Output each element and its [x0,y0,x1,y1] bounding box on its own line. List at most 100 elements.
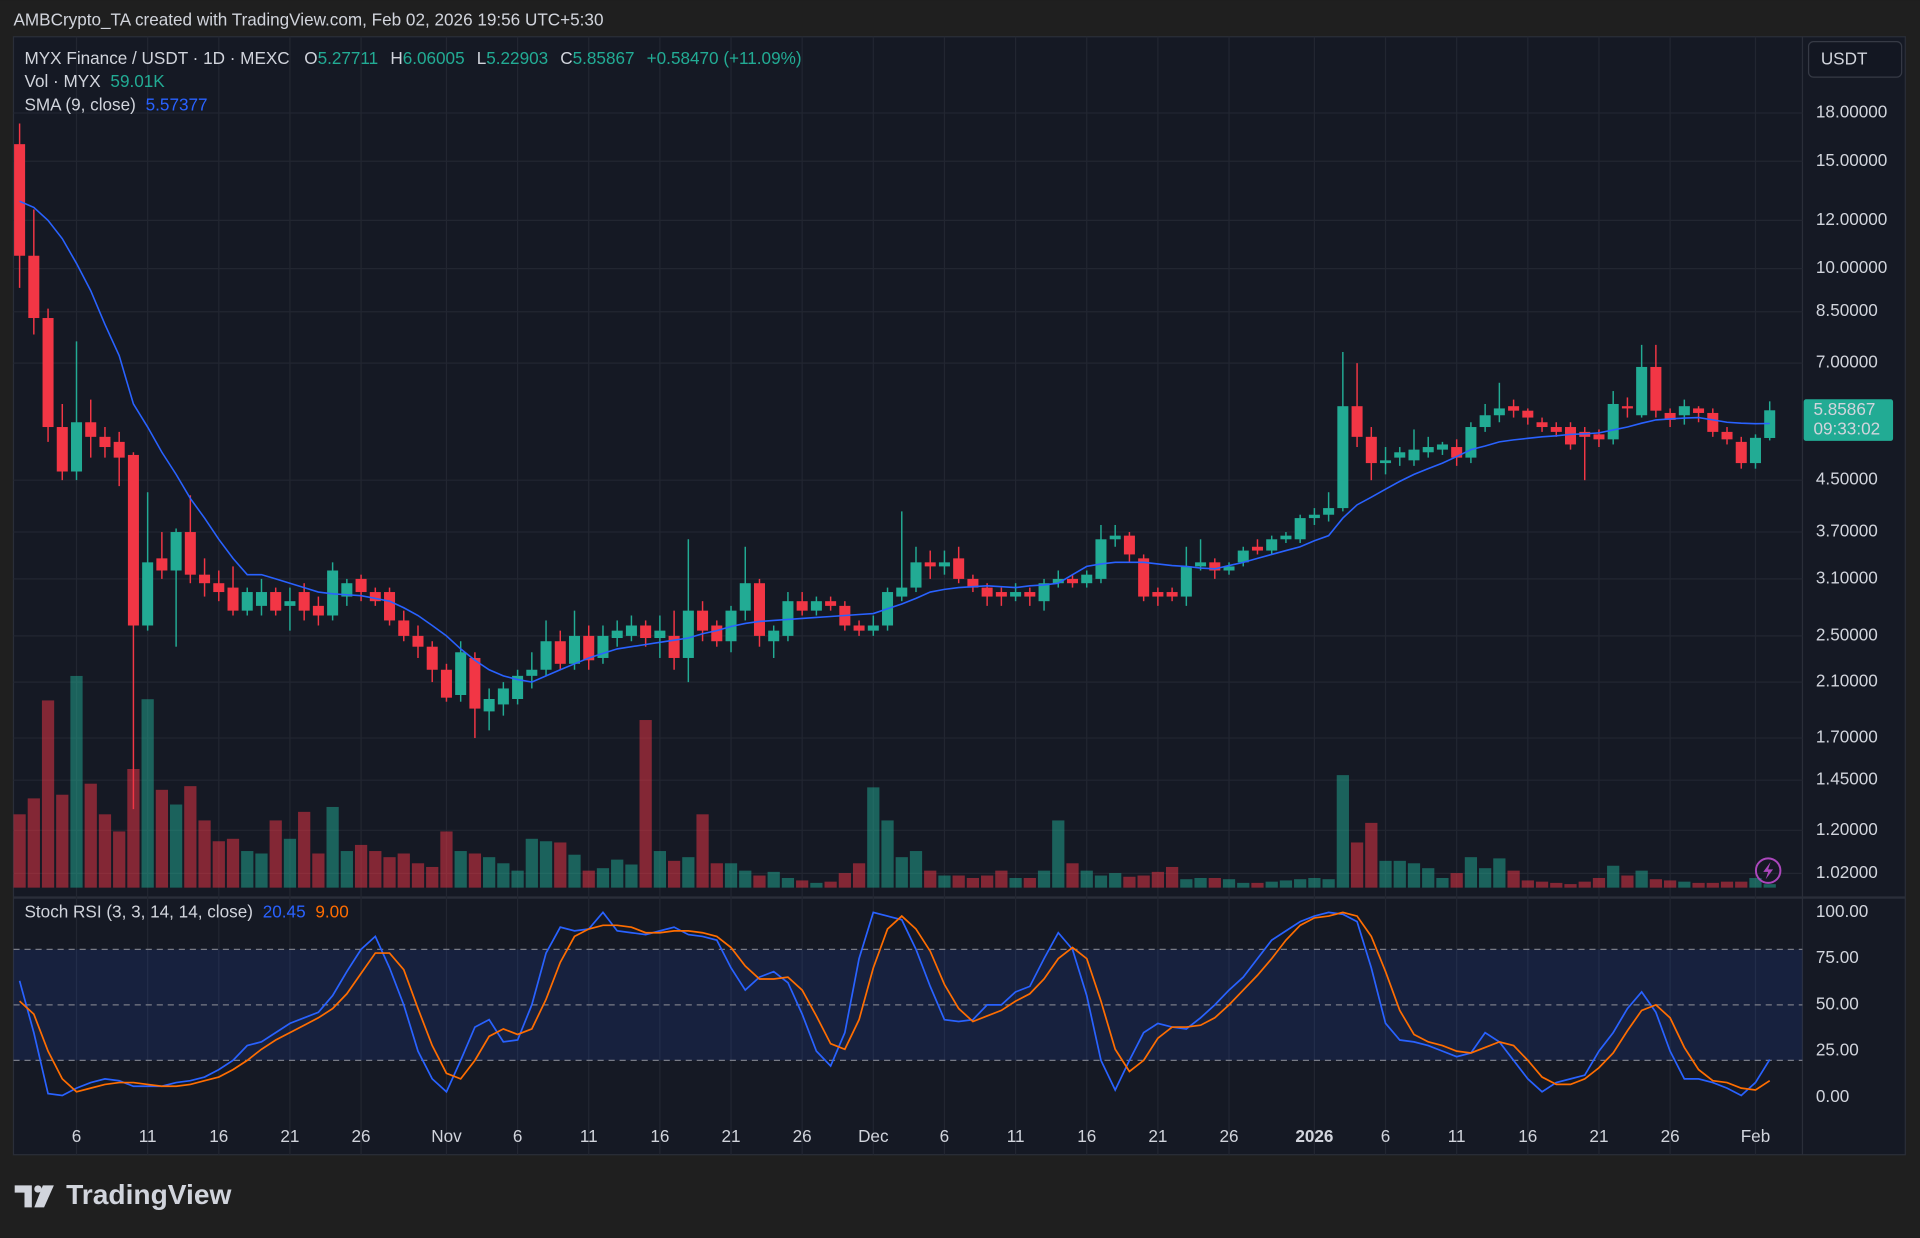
x-tick-label: 26 [352,1126,371,1146]
candle-body [255,592,267,606]
candle-body [1408,449,1420,461]
volume-bar [554,842,567,888]
ohlc-value: 5.27711 [318,47,379,67]
alert-circle[interactable] [1754,857,1782,884]
volume-bar [141,699,154,888]
candle-body [341,583,353,597]
price-tag-value: 5.85867 [1813,399,1875,419]
stoch-name: Stoch RSI (3, 3, 14, 14, close) [24,901,252,921]
candle-body [597,635,609,658]
volume-bar [198,820,211,888]
volume-bar [127,769,140,888]
candle-body [170,532,182,571]
currency-box[interactable] [1807,41,1903,78]
volume-bar [169,804,183,888]
y-tick-label: 3.70000 [1816,521,1878,541]
candle-body [227,587,239,611]
candle-body [1024,592,1036,597]
volume-bar [326,806,339,888]
candle-body [697,610,709,631]
candle-body [1593,434,1605,440]
volume-bar [155,789,168,888]
candle-body [455,652,467,695]
candle-body [711,625,723,642]
alert-bolt[interactable] [1763,862,1774,880]
volume-bar [340,851,353,888]
volume-bar [312,853,325,888]
volume-bar [497,863,510,888]
candle-body [199,574,211,584]
volume-bar [952,875,965,888]
candle-body [497,688,509,705]
candle-body [99,436,111,448]
candle-body [483,699,495,712]
volume-bar [1749,877,1762,888]
stoch-k-value: 20.45 [263,901,306,921]
volume-bar [27,798,40,888]
volume-bar [1251,882,1264,888]
stoch-d-value: 9.00 [315,901,348,921]
candle-body [1138,558,1150,597]
candle-body [1422,447,1434,453]
candle-body [924,562,936,567]
volume-bar [1222,879,1236,888]
y-tick-label: 4.50000 [1816,469,1878,489]
candle-body [768,630,780,642]
candle-body [1493,408,1505,416]
candle-body [1166,592,1178,597]
volume-bar [483,857,496,888]
candle-body [1707,412,1719,432]
volume-bar [426,866,439,888]
x-tick-label: 26 [1219,1126,1238,1146]
volume-bar [767,871,780,888]
candle-body [284,601,296,606]
volume-bar [1578,881,1591,888]
volume-bar [1379,860,1392,888]
candle-body [1337,406,1349,509]
volume-bar [981,875,994,888]
candle-body [853,625,865,631]
candle-body [127,454,139,626]
volume-bar [1493,858,1506,888]
volume-bar [696,814,709,888]
candle-body [1365,436,1377,464]
ohlc-key: L [477,47,487,67]
volume-bar [1037,870,1051,888]
candle-body [896,587,908,597]
currency-button[interactable]: USDT [1807,41,1903,78]
volume-bar [269,820,282,888]
x-tick-label: 6 [72,1126,82,1146]
volume-bar [1521,880,1534,888]
volume-bar [1336,775,1349,888]
y-tick-label: 2.50000 [1816,624,1878,644]
ohlc-key: C [560,47,572,67]
sma-legend: SMA (9, close) 5.57377 [24,94,207,114]
sma-value: 5.57377 [146,94,208,114]
candle-body [1564,427,1577,445]
candle-body [355,578,367,593]
candle-body [668,635,680,658]
candle-body [512,675,524,700]
volume-bar [98,814,112,888]
candle-body [1010,592,1022,597]
alert-icon[interactable] [1754,857,1782,884]
volume-bar [1265,881,1278,888]
candle-body [398,620,410,636]
candle-body [540,641,552,670]
volume-bar [1621,875,1634,888]
candle-body [85,422,97,437]
candle-body [1550,427,1562,432]
candle-body [654,630,666,639]
stoch-tick-label: 0.00 [1816,1086,1849,1106]
candle-body [1294,518,1306,540]
volume-bar [1194,877,1207,888]
y-tick-label: 2.10000 [1816,671,1878,691]
candle-body [1650,366,1662,411]
y-tick-label: 3.10000 [1816,567,1878,587]
candle-body [1678,406,1690,416]
volume-bar [70,675,83,888]
price-tag [1803,399,1894,441]
currency[interactable]: USDT [1821,49,1868,69]
candle-body [1266,539,1278,551]
volume-bar [995,870,1008,888]
